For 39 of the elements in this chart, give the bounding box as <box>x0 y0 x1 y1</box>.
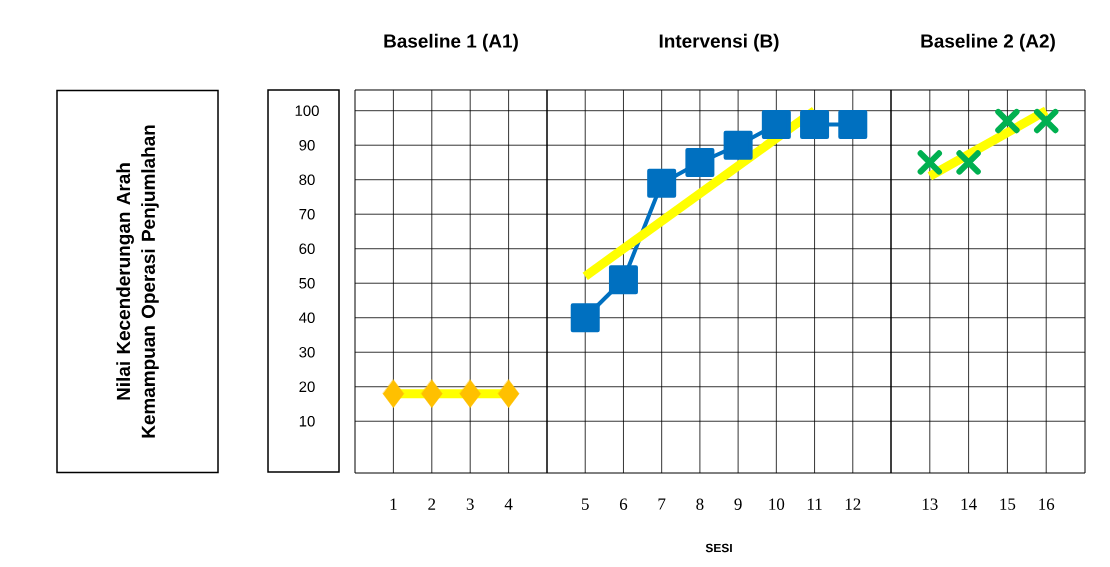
x-tick-label: 11 <box>807 498 822 510</box>
point <box>761 110 791 139</box>
y-tick-label: 50 <box>299 277 315 289</box>
x-tick-label: 14 <box>961 498 977 510</box>
x-tick-label: 1 <box>390 498 397 510</box>
chart-title: Baseline 2 (A2) <box>921 33 1055 52</box>
y-tick-label: 80 <box>299 174 315 185</box>
x-tick-label: 3 <box>466 498 474 510</box>
y-tick-label: 20 <box>299 381 315 393</box>
x-tick-label: 15 <box>1000 498 1016 510</box>
y-tick-label: 100 <box>295 105 319 116</box>
y-tick-label: 40 <box>299 312 315 324</box>
x-tick-label: 10 <box>769 498 785 510</box>
x-tick-label: 16 <box>1039 498 1055 510</box>
point <box>723 130 753 160</box>
x-tick-label: 2 <box>428 498 436 510</box>
x-tick-label: 7 <box>658 498 666 510</box>
point <box>800 110 830 139</box>
x-tick-label: 9 <box>734 498 742 510</box>
x-tick-label: 5 <box>581 498 589 510</box>
point <box>570 303 600 333</box>
x-tick-label: 6 <box>619 498 628 510</box>
y-tick-label: 70 <box>299 208 315 220</box>
y-tick-label: 10 <box>299 415 315 427</box>
point <box>647 168 677 198</box>
x-tick-label: 13 <box>922 498 938 510</box>
y-tick-label: 30 <box>299 346 315 358</box>
x-tick-label: 4 <box>504 498 513 510</box>
chart-title: Baseline 1 (A1) <box>384 33 518 52</box>
point <box>685 147 715 177</box>
x-tick-label: 8 <box>696 498 704 510</box>
y-axis-title: Nilai Kecenderungan Arah Kemampuan Operasi Penjumlahan <box>116 125 159 438</box>
point <box>838 110 868 139</box>
chart-title: Intervensi (B) <box>659 33 779 52</box>
x-tick-label: 12 <box>845 498 861 510</box>
x-axis-title: SESI <box>705 543 732 553</box>
y-tick-label: 60 <box>299 243 315 254</box>
y-tick-label: 90 <box>299 139 315 151</box>
point <box>608 265 638 295</box>
